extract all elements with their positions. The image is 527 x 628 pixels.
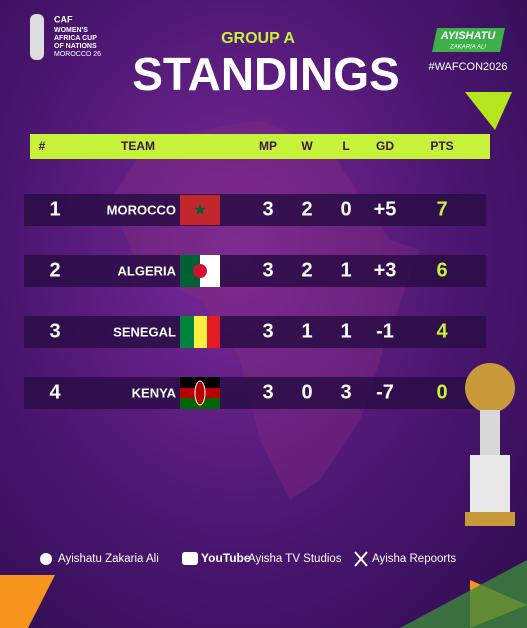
cell: -1 [376,320,394,342]
flag [194,316,207,348]
cell: 3 [262,198,273,220]
triangle-green [465,92,512,130]
cell: 4 [49,381,61,403]
brand-sub: ZAKARIA ALI [449,45,486,51]
tiktok-handle: Ayisha Repoorts [372,553,456,565]
brand-badge [432,28,505,52]
column-header: L [342,139,349,153]
table-row: ★ 1 MOROCCO 3 2 0 +5 7 [24,194,486,226]
team-name: KENYA [132,385,177,400]
logo-text: OF NATIONS [54,43,97,50]
cell: +3 [374,259,397,281]
brand-name: AYISHATU [440,30,497,42]
logo-text: AFRICA CUP [54,35,97,42]
x-icon [354,551,368,567]
group-label: GROUP A [221,30,295,47]
row-bg [24,255,486,287]
flag [180,255,200,287]
cell: 3 [262,320,273,342]
cell: 1 [301,320,312,342]
cell: 3 [49,320,60,342]
team-name: ALGERIA [118,263,177,278]
flag [207,316,220,348]
column-header: W [301,139,313,153]
table-row: 3 SENEGAL 3 1 1 -1 4 [24,316,486,348]
cell: 1 [340,259,351,281]
header-bar [30,134,490,159]
column-header: # [39,139,46,153]
cell: 2 [49,259,60,281]
title: STANDINGS [132,48,400,100]
column-header: PTS [430,139,453,153]
logo-trophy [30,14,44,60]
trophy [465,363,515,526]
cell: -7 [376,381,394,403]
cell: 0 [340,198,351,220]
cell: 3 [340,381,351,403]
youtube-logo: YouTube [201,551,251,565]
flag [180,195,220,225]
points: 0 [436,381,447,403]
flag-shield [194,380,206,406]
africa-map [110,120,420,500]
corner-orange [0,575,55,628]
table-row: 4 KENYA 3 0 3 -7 0 [24,377,486,409]
facebook-handle: Ayishatu Zakaria Ali [58,553,159,565]
column-header: GD [376,139,394,153]
column-header: MP [259,139,277,153]
cell: 1 [49,198,60,220]
logo-text: WOMEN'S [54,27,88,34]
cell: 2 [301,259,312,281]
corner-green [400,560,527,628]
hashtag: #WAFCON2026 [428,61,507,73]
cell: 3 [262,381,273,403]
cell: 3 [262,259,273,281]
points: 4 [436,320,448,342]
column-header: TEAM [121,139,155,153]
cell: +5 [374,198,397,220]
youtube-icon [182,552,198,565]
cell: 1 [340,320,351,342]
points: 6 [436,259,447,281]
flag-crescent [193,264,207,278]
cell: 2 [301,198,312,220]
flag [200,255,220,287]
row-bg [24,316,486,348]
flag [180,316,194,348]
cell: 0 [301,381,312,403]
facebook-icon [40,553,52,565]
flag-star: ★ [193,202,207,219]
row-bg [24,377,486,409]
logo-text: MOROCCO 26 [54,51,101,58]
table-row: 2 ALGERIA 3 2 1 +3 6 [24,255,486,287]
points: 7 [436,198,447,220]
team-name: SENEGAL [113,324,176,339]
logo-text: CAF [54,14,73,24]
team-name: MOROCCO [107,202,176,217]
row-bg [24,194,486,226]
youtube-handle: Ayisha TV Studios [248,553,342,565]
